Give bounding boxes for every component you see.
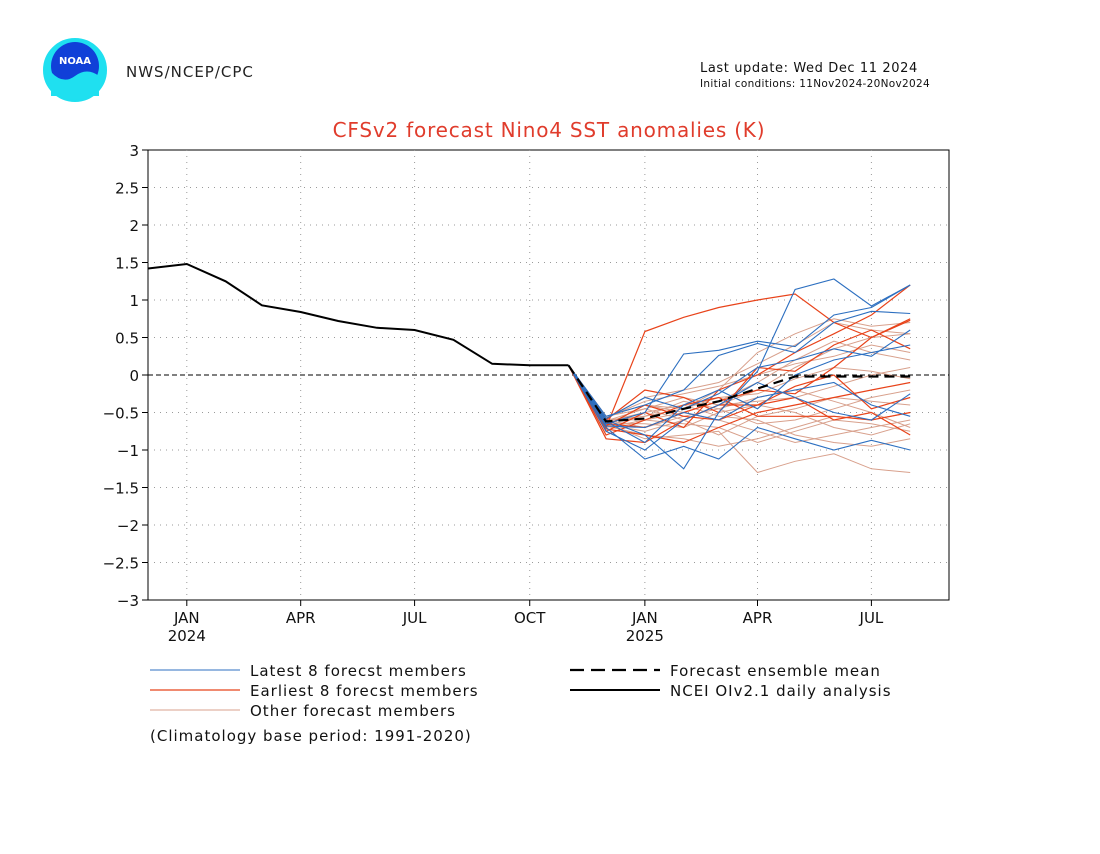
y-tick-label: 2.5 <box>115 180 139 198</box>
y-tick-label: −1 <box>117 442 139 460</box>
latest-member-line <box>568 365 911 429</box>
other-member-line <box>568 365 911 447</box>
earliest-member-line <box>567 284 911 433</box>
grid <box>148 150 949 600</box>
y-tick-label: 0.5 <box>115 330 139 348</box>
earliest-member-line <box>567 364 911 427</box>
initial-conditions: Initial conditions: 11Nov2024-20Nov2024 <box>700 78 930 90</box>
x-tick-label: JUL <box>859 609 884 627</box>
y-tick-label: −2 <box>117 517 139 535</box>
y-tick-label: −1.5 <box>103 480 139 498</box>
latest-member-line <box>568 278 911 470</box>
y-tick-label: 0 <box>129 367 139 385</box>
earliest-member-line <box>568 329 911 421</box>
legend-label-latest: Latest 8 forecst members <box>250 662 467 680</box>
y-tick-label: 1.5 <box>115 255 139 273</box>
latest-member-line <box>568 284 911 425</box>
x-year-label: 2025 <box>626 627 664 645</box>
latest-member-line <box>568 365 911 451</box>
chart-title: CFSv2 forecast Nino4 SST anomalies (K) <box>333 118 766 142</box>
x-tick-label: JAN <box>631 609 658 627</box>
y-tick-label: −2.5 <box>103 555 139 573</box>
last-update: Last update: Wed Dec 11 2024 <box>700 61 918 76</box>
y-tick-label: 1 <box>129 292 139 310</box>
x-tick-label: OCT <box>514 609 546 627</box>
org-label: NWS/NCEP/CPC <box>126 63 254 81</box>
y-tick-label: −3 <box>117 592 139 610</box>
earliest-member-line <box>567 293 911 429</box>
legend-label-other: Other forecast members <box>250 702 456 720</box>
latest-member-line <box>568 329 911 420</box>
other-member-line <box>568 333 911 417</box>
y-tick-label: 3 <box>129 142 139 160</box>
climatology-note: (Climatology base period: 1991-2020) <box>150 727 472 745</box>
x-tick-label: JUL <box>402 609 427 627</box>
other-member-line <box>568 365 911 474</box>
latest-member-line <box>568 365 911 460</box>
x-year-label: 2024 <box>168 627 206 645</box>
observed-line <box>147 262 569 367</box>
legend-label-obs: NCEI OIv2.1 daily analysis <box>670 682 892 700</box>
latest-member-line <box>568 310 911 417</box>
latest-member-line <box>568 344 911 444</box>
series <box>147 262 911 474</box>
x-tick-label: APR <box>743 609 773 627</box>
noaa-logo-text: NOAA <box>59 56 91 67</box>
y-tick-label: 2 <box>129 217 139 235</box>
legend-label-mean: Forecast ensemble mean <box>670 662 881 680</box>
ensemble-mean-line <box>567 364 911 423</box>
noaa-logo: NOAA <box>43 38 107 102</box>
y-axis: 3 2.5 2 1.5 1 0.5 0 −0.5 −1 −1.5 −2 −2.5 −3 <box>103 142 148 610</box>
legend-label-earliest: Earliest 8 forecst members <box>250 682 479 700</box>
x-tick-label: JAN <box>173 609 200 627</box>
legend: Latest 8 forecst members Earliest 8 forec… <box>150 662 892 720</box>
y-tick-label: −0.5 <box>103 405 139 423</box>
x-tick-label: APR <box>286 609 316 627</box>
